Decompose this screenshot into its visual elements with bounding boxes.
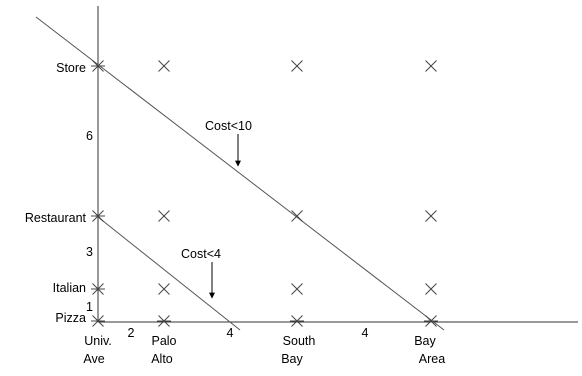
x-spacing-4a: 4 [227,326,234,340]
x-spacing-2: 2 [128,326,135,340]
x-label-palo-alto-1: Palo [151,334,176,348]
lattice-mark-restaurant-univ-ave [91,210,105,222]
y-spacing-3: 3 [86,245,93,259]
cost-4-label: Cost<4 [181,247,221,261]
lattice-mark-pizza-palo-alto [157,315,171,327]
y-label-store: Store [56,61,86,75]
lattice-mark-store-palo-alto [158,60,170,72]
lattice-mark-store-south-bay [291,60,303,72]
x-label-bay-area-1: Bay [414,334,436,348]
lattice-mark-italian-south-bay [291,283,303,295]
lattice-mark-store-univ-ave [91,60,105,72]
x-label-palo-alto-2: Alto [151,352,173,366]
x-label-univ-ave-2: Ave [83,352,104,366]
lattice-mark-italian-univ-ave [91,283,105,295]
lattice-mark-italian-palo-alto [158,283,170,295]
x-label-south-bay-1: South [283,334,316,348]
lattice-mark-italian-bay-area [425,283,437,295]
y-label-italian: Italian [53,281,86,295]
cost-10-line [35,16,445,331]
x-label-univ-ave-1: Univ. [84,334,112,348]
y-label-pizza: Pizza [55,311,86,325]
y-spacing-6: 6 [86,129,93,143]
lattice-mark-restaurant-palo-alto [158,210,170,222]
lattice-mark-restaurant-bay-area [425,210,437,222]
x-label-south-bay-2: Bay [281,352,303,366]
x-spacing-4b: 4 [362,326,369,340]
lattice-mark-restaurant-south-bay [291,210,303,222]
lattice-mark-pizza-univ-ave [91,315,105,327]
lattice-mark-pizza-south-bay [290,315,304,327]
lattice-mark-store-bay-area [425,60,437,72]
lattice-marks [91,60,438,327]
y-label-restaurant: Restaurant [25,211,87,225]
y-spacing-1: 1 [86,300,93,314]
cost-4-line [97,216,241,331]
lattice-mark-pizza-bay-area [424,315,438,327]
x-label-bay-area-2: Area [419,352,445,366]
cost-10-label: Cost<10 [205,119,252,133]
